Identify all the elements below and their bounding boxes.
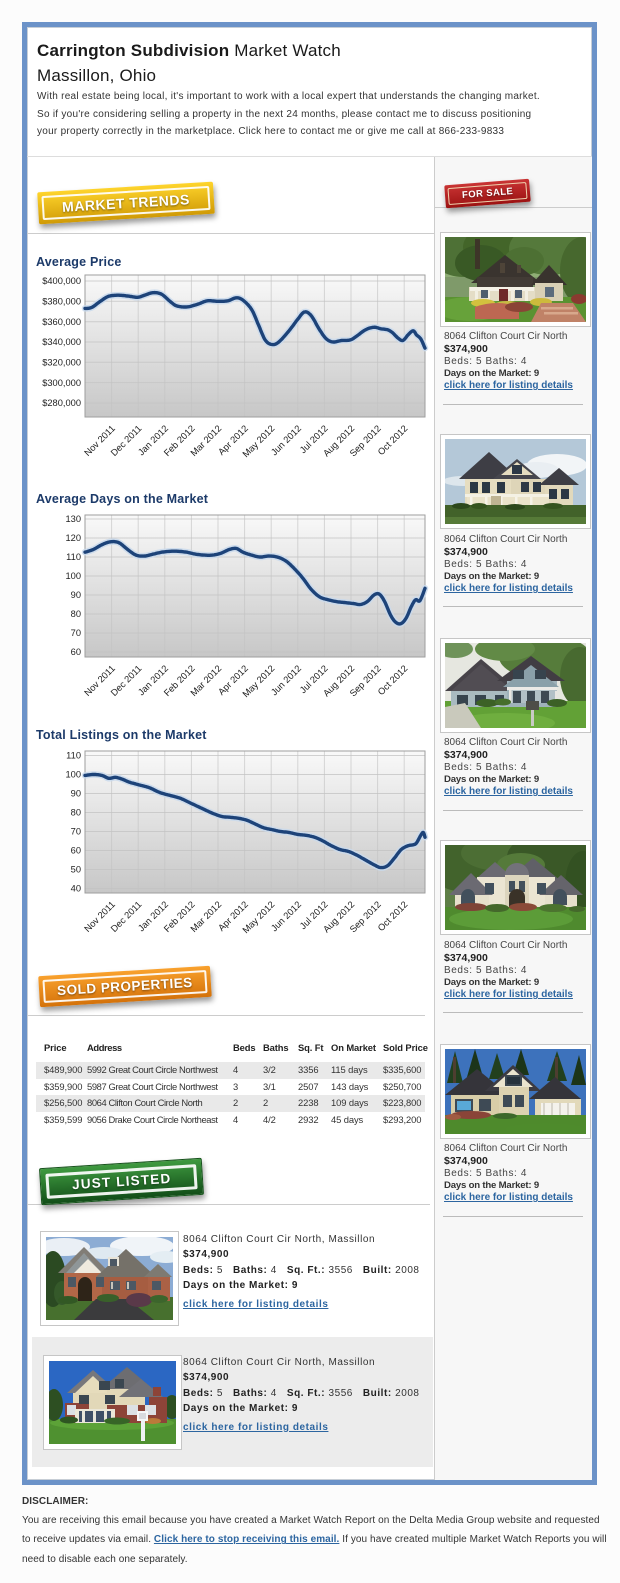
svg-text:80: 80	[70, 609, 80, 619]
svg-text:$280,000: $280,000	[42, 398, 81, 408]
svg-text:70: 70	[70, 827, 80, 837]
svg-text:100: 100	[65, 571, 81, 581]
svg-text:60: 60	[70, 846, 80, 856]
svg-text:110: 110	[66, 552, 81, 562]
svg-text:$380,000: $380,000	[42, 297, 81, 307]
svg-text:120: 120	[65, 533, 81, 543]
svg-text:80: 80	[70, 808, 80, 818]
svg-text:$300,000: $300,000	[42, 378, 81, 388]
svg-text:60: 60	[70, 647, 80, 657]
svg-text:$320,000: $320,000	[42, 358, 81, 368]
svg-text:90: 90	[70, 590, 80, 600]
svg-text:$360,000: $360,000	[42, 317, 81, 327]
svg-text:$400,000: $400,000	[42, 276, 81, 286]
svg-text:40: 40	[70, 884, 80, 894]
svg-text:110: 110	[66, 751, 81, 761]
svg-text:70: 70	[70, 628, 80, 638]
svg-text:130: 130	[65, 514, 81, 524]
svg-text:100: 100	[65, 770, 81, 780]
svg-text:$340,000: $340,000	[42, 337, 81, 347]
svg-text:90: 90	[70, 789, 80, 799]
svg-text:50: 50	[70, 865, 80, 875]
